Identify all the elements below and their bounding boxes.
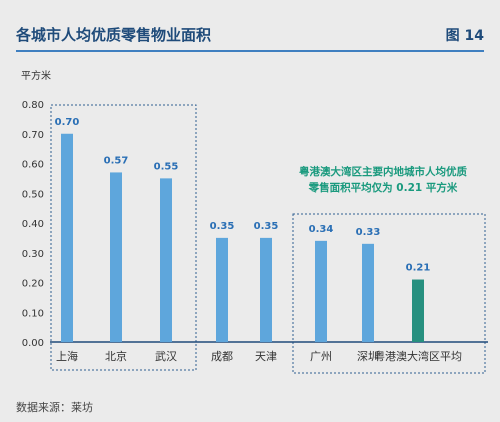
y-tick-label: 0.20 — [22, 279, 44, 290]
value-label: 0.70 — [55, 117, 80, 128]
bar-5 — [260, 237, 272, 342]
group-box-1 — [50, 104, 197, 371]
y-tick-label: 0.10 — [22, 308, 44, 319]
value-label: 0.57 — [104, 155, 129, 166]
category-label: 深圳 — [357, 350, 379, 363]
annotation-line: 粤港澳大湾区主要内地城市人均优质 — [299, 165, 467, 178]
category-label: 广州 — [310, 350, 332, 363]
value-label: 0.35 — [210, 221, 235, 232]
y-tick-label: 0.40 — [22, 219, 44, 230]
category-label: 成都 — [211, 350, 233, 363]
annotation-line: 零售面积平均仅为 0.21 平方米 — [308, 181, 458, 194]
bar-8 — [412, 279, 424, 342]
y-tick-label: 0.80 — [22, 100, 44, 111]
value-label: 0.34 — [309, 224, 334, 235]
header: 各城市人均优质零售物业面积 图 14 — [0, 0, 500, 54]
category-label: 粤港澳大湾区平均 — [374, 349, 462, 363]
bar-1 — [61, 133, 73, 342]
figure-label: 图 14 — [445, 28, 484, 44]
bar-3 — [160, 178, 172, 342]
y-tick-label: 0.60 — [22, 160, 44, 171]
data-source: 数据来源：莱坊 — [16, 401, 93, 414]
category-label: 北京 — [105, 349, 127, 363]
y-axis-label: 平方米 — [21, 69, 51, 82]
category-label: 上海 — [56, 349, 78, 363]
y-tick-label: 0.50 — [22, 189, 44, 200]
bar-4 — [216, 237, 228, 342]
y-tick-label: 0.00 — [22, 338, 44, 349]
bar-7 — [362, 243, 374, 342]
category-label: 武汉 — [155, 350, 177, 363]
bar-6 — [315, 240, 327, 342]
value-label: 0.55 — [154, 161, 179, 172]
value-label: 0.21 — [406, 263, 431, 274]
bar-2 — [110, 172, 122, 342]
y-tick-label: 0.30 — [22, 249, 44, 260]
value-label: 0.35 — [254, 221, 279, 232]
group-box-2 — [292, 213, 486, 374]
title-rule — [16, 50, 484, 52]
chart-title: 各城市人均优质零售物业面积 — [16, 26, 212, 44]
y-tick-label: 0.70 — [22, 130, 44, 141]
category-label: 天津 — [255, 350, 277, 363]
value-label: 0.33 — [356, 227, 381, 238]
